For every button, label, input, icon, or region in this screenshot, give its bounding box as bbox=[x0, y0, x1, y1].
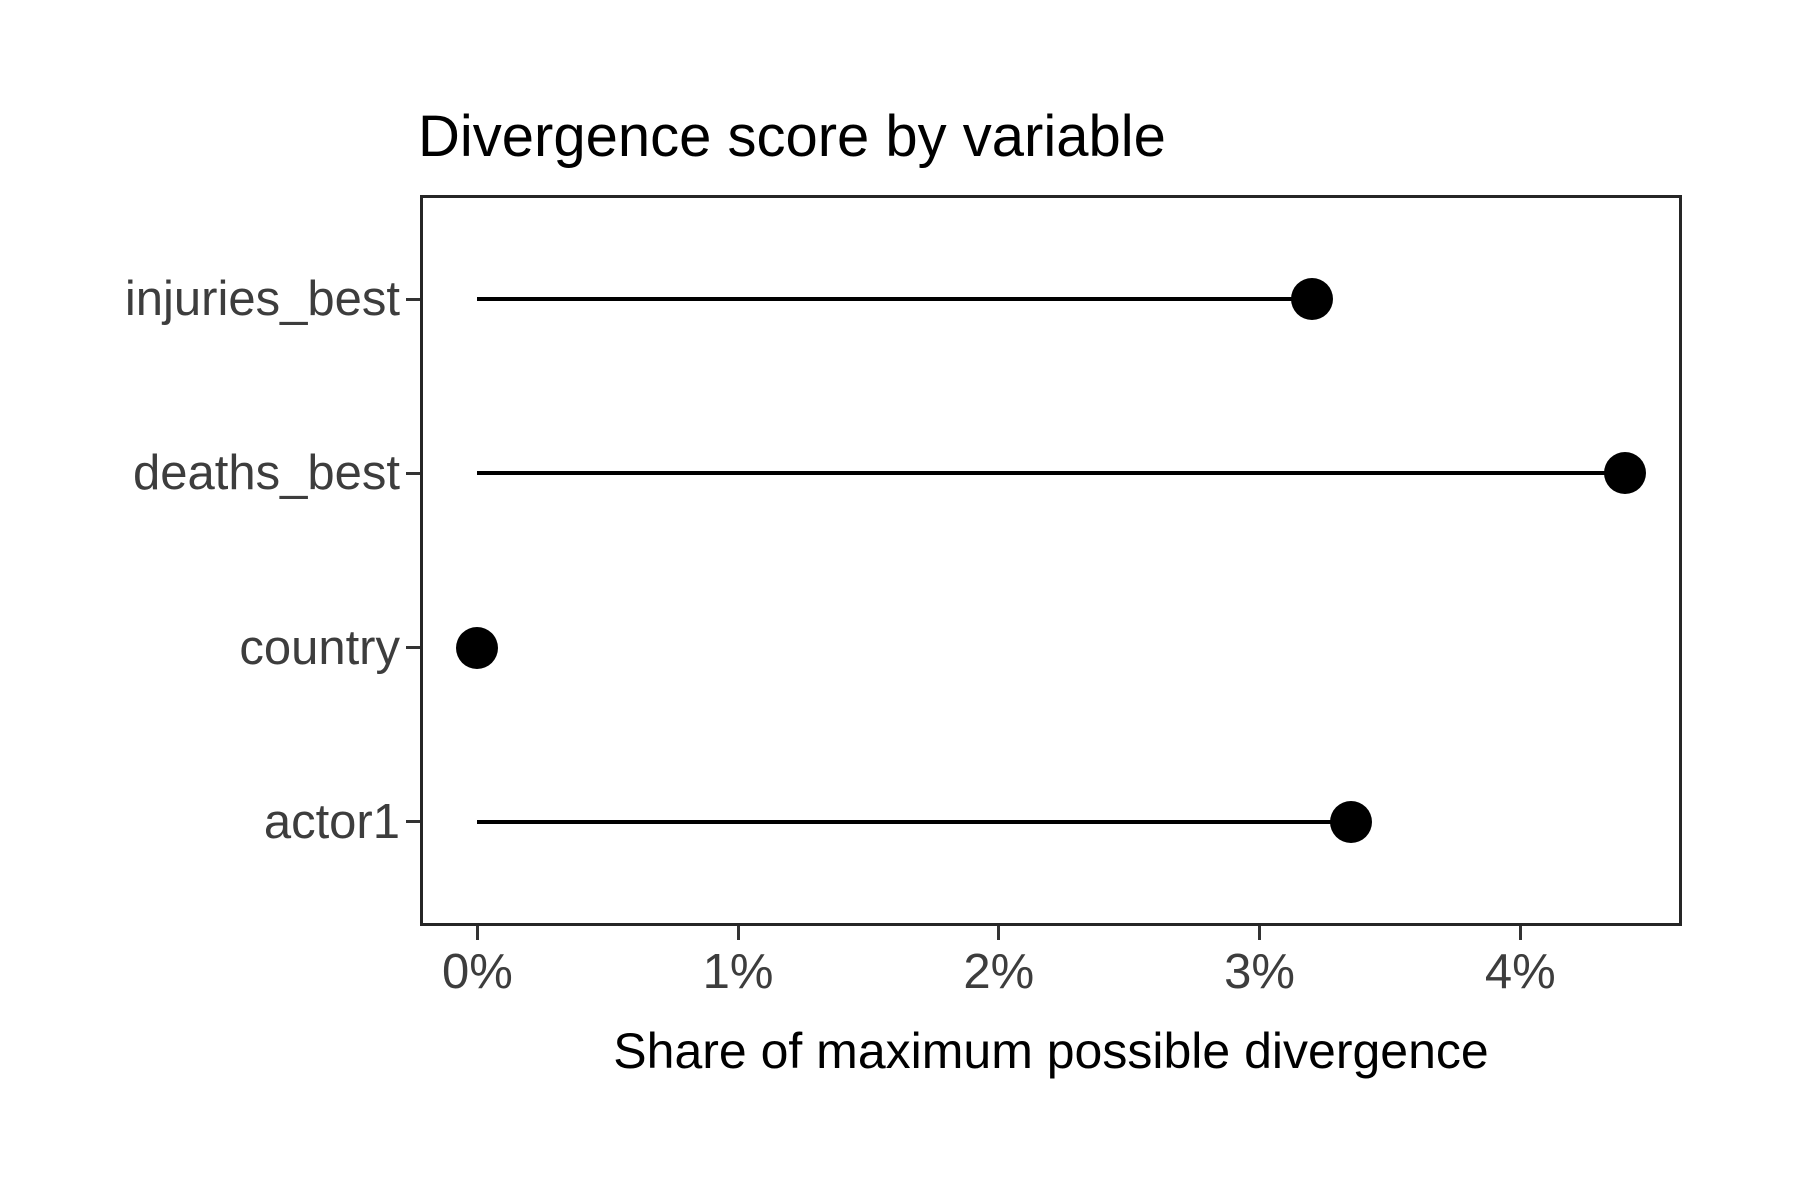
x-tick-mark-4% bbox=[1518, 926, 1522, 940]
x-tick-mark-0% bbox=[475, 926, 479, 940]
y-tick-label-country: country bbox=[239, 620, 400, 675]
x-tick-label-4%: 4% bbox=[1484, 945, 1556, 999]
y-tick-label-actor1: actor1 bbox=[263, 794, 400, 849]
lollipop-stick-actor1 bbox=[477, 819, 1351, 824]
x-tick-mark-2% bbox=[997, 926, 1001, 940]
x-axis-title: Share of maximum possible divergence bbox=[613, 1023, 1489, 1079]
plot-panel bbox=[420, 195, 1682, 926]
y-tick-label-injuries_best: injuries_best bbox=[124, 272, 400, 327]
lollipop-dot-actor1 bbox=[1329, 800, 1372, 843]
y-tick-label-deaths_best: deaths_best bbox=[133, 446, 400, 501]
lollipop-stick-deaths_best bbox=[477, 471, 1625, 476]
x-tick-label-1%: 1% bbox=[702, 945, 774, 999]
y-tick-mark-actor1 bbox=[406, 820, 420, 824]
lollipop-dot-country bbox=[456, 626, 499, 669]
y-tick-mark-deaths_best bbox=[406, 471, 420, 475]
x-tick-label-3%: 3% bbox=[1224, 945, 1295, 999]
y-tick-mark-injuries_best bbox=[406, 297, 420, 301]
x-tick-label-2%: 2% bbox=[963, 945, 1035, 999]
x-tick-label-0%: 0% bbox=[441, 945, 513, 999]
x-tick-mark-3% bbox=[1258, 926, 1262, 940]
x-tick-mark-1% bbox=[736, 926, 740, 940]
chart-title: Divergence score by variable bbox=[418, 104, 1166, 169]
y-tick-mark-country bbox=[406, 646, 420, 650]
lollipop-dot-injuries_best bbox=[1290, 278, 1333, 321]
lollipop-stick-injuries_best bbox=[477, 297, 1312, 302]
lollipop-dot-deaths_best bbox=[1603, 452, 1646, 495]
